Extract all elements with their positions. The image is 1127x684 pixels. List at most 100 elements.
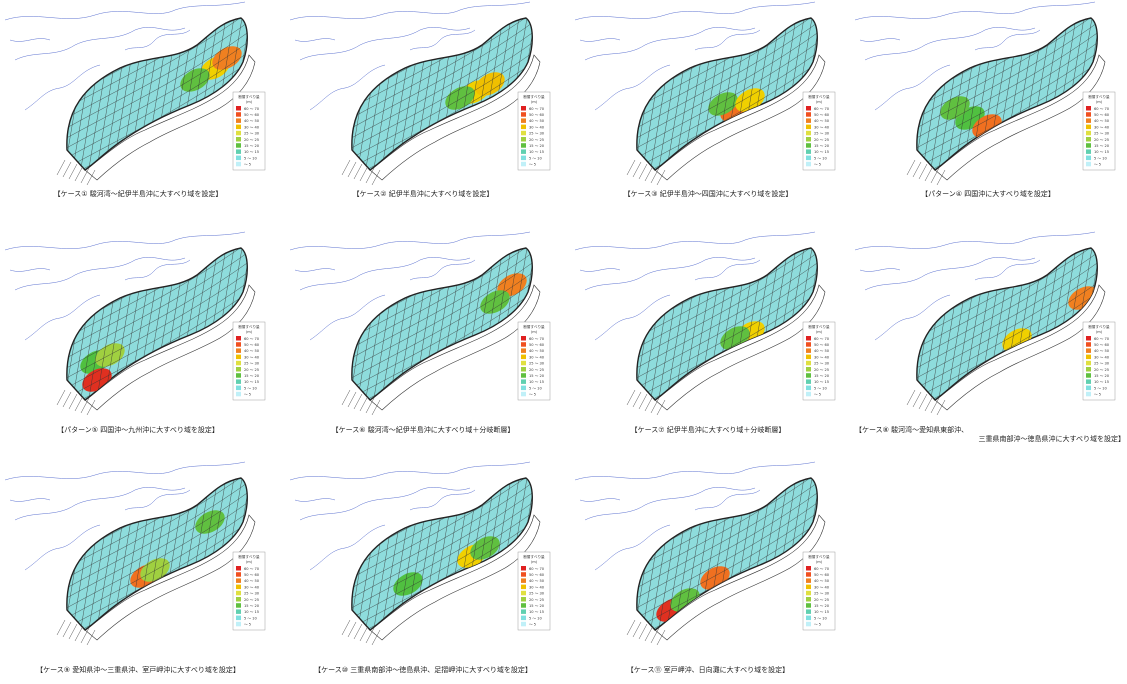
legend-label: 60 ～ 70 — [814, 337, 830, 341]
legend-label: 10 ～ 15 — [244, 380, 259, 384]
coastline — [124, 259, 191, 281]
coastline — [854, 231, 1096, 251]
trough-mark — [359, 165, 369, 182]
shallow-zone — [84, 54, 256, 181]
legend-label: 50 ～ 60 — [529, 573, 545, 577]
legend-title: 断層すべり量 — [523, 324, 545, 329]
legend-swatch — [806, 342, 811, 347]
grid-line — [316, 230, 346, 410]
legend-label: 15 ～ 20 — [1094, 374, 1110, 378]
legend-unit: (m) — [1096, 330, 1103, 334]
legend-swatch — [236, 143, 241, 148]
grid-line — [636, 249, 818, 381]
caption: 【ケース① 駿河湾～紀伊半島沖に大すべり域を設定】 — [54, 189, 223, 198]
legend-swatch — [521, 621, 526, 627]
coastline — [594, 294, 671, 341]
shallow-zone — [934, 284, 1106, 411]
grid-line — [66, 499, 248, 630]
legend-label: 30 ～ 40 — [244, 585, 260, 589]
coastline — [409, 489, 476, 511]
coastline — [309, 524, 386, 571]
legend-swatch — [521, 584, 526, 590]
trough-mark — [656, 399, 666, 416]
trough-mark — [341, 619, 351, 636]
legend-label: ～ 5 — [814, 623, 821, 627]
coastline — [9, 498, 51, 502]
legend-label: 25 ～ 30 — [244, 362, 260, 366]
trough-mark — [930, 167, 940, 184]
trough-mark — [86, 629, 96, 646]
grid-line — [351, 249, 533, 381]
coastline — [859, 268, 901, 272]
legend: 断層すべり量(m) 60 ～ 70 50 ～ 60 40 ～ 50 30 ～ 40 25 … — [802, 321, 836, 401]
caption: 【ケース③ 紀伊半島沖～四国沖に大すべり域を設定】 — [624, 189, 793, 198]
legend-swatch — [236, 572, 241, 577]
coastline — [594, 524, 671, 571]
trough-mark — [365, 627, 375, 644]
legend-swatch — [521, 578, 526, 583]
coastline — [864, 27, 1036, 61]
trough-mark — [80, 167, 90, 184]
legend-title: 断層すべり量 — [238, 554, 260, 559]
trough-mark — [656, 169, 666, 186]
legend-swatch — [521, 137, 526, 142]
slip-region — [916, 17, 1098, 171]
trough-mark — [906, 389, 916, 406]
legend-label: ～ 5 — [529, 623, 536, 627]
legend-unit: (m) — [246, 560, 253, 564]
trough-mark — [644, 165, 654, 182]
legend-swatch — [236, 130, 241, 136]
legend-label: 5 ～ 10 — [1094, 156, 1107, 160]
trough-mark — [371, 629, 381, 646]
legend-swatch — [236, 590, 241, 596]
trough-mark — [626, 619, 636, 636]
coastline — [14, 487, 186, 521]
coastline — [579, 268, 621, 272]
legend-swatch — [1086, 360, 1091, 366]
trough-mark — [74, 395, 84, 412]
legend-swatch — [236, 155, 241, 161]
caption: 三重県南部沖～徳島県沖に大すべり域を設定】 — [978, 434, 1125, 443]
legend-swatch — [521, 354, 526, 360]
map-panel: 断層すべり量(m) 60 ～ 70 50 ～ 60 40 ～ 50 30 ～ 40 25 … — [574, 231, 836, 416]
grid-line — [23, 230, 53, 410]
trough-mark — [359, 625, 369, 642]
trough-mark — [918, 393, 928, 410]
grid-line — [916, 18, 1098, 141]
trough-mark — [353, 623, 363, 640]
trough-mark — [56, 389, 66, 406]
grid-line — [636, 39, 818, 170]
grid-line — [23, 0, 53, 180]
legend-swatch — [1086, 385, 1091, 391]
legend-swatch — [806, 603, 811, 608]
legend-swatch — [236, 112, 241, 117]
legend-label: 25 ～ 30 — [244, 132, 260, 136]
legend-swatch — [806, 584, 811, 590]
coastline — [974, 259, 1041, 281]
grid-line — [636, 269, 818, 400]
grid-line — [916, 269, 1098, 400]
grid-line — [66, 18, 248, 141]
legend-swatch — [1086, 130, 1091, 136]
legend-swatch — [806, 391, 811, 397]
legend-swatch — [806, 348, 811, 353]
trough-mark — [56, 619, 66, 636]
legend-label: 50 ～ 60 — [529, 113, 545, 117]
grid-line — [308, 230, 338, 410]
legend-label: 25 ～ 30 — [529, 362, 545, 366]
grid-line — [916, 259, 1098, 391]
grid-line — [916, 248, 1098, 371]
coastline — [124, 489, 191, 511]
legend-swatch — [521, 348, 526, 353]
coastline — [14, 257, 186, 291]
trough-mark — [347, 161, 357, 178]
legend-label: 20 ～ 25 — [529, 138, 544, 142]
trough-mark — [68, 623, 78, 640]
trough-mark — [626, 389, 636, 406]
grid-line — [351, 499, 533, 630]
coastline — [974, 29, 1041, 51]
legend-swatch — [806, 597, 811, 602]
legend-swatch — [806, 578, 811, 583]
legend-swatch — [806, 137, 811, 142]
trough-mark — [644, 395, 654, 412]
